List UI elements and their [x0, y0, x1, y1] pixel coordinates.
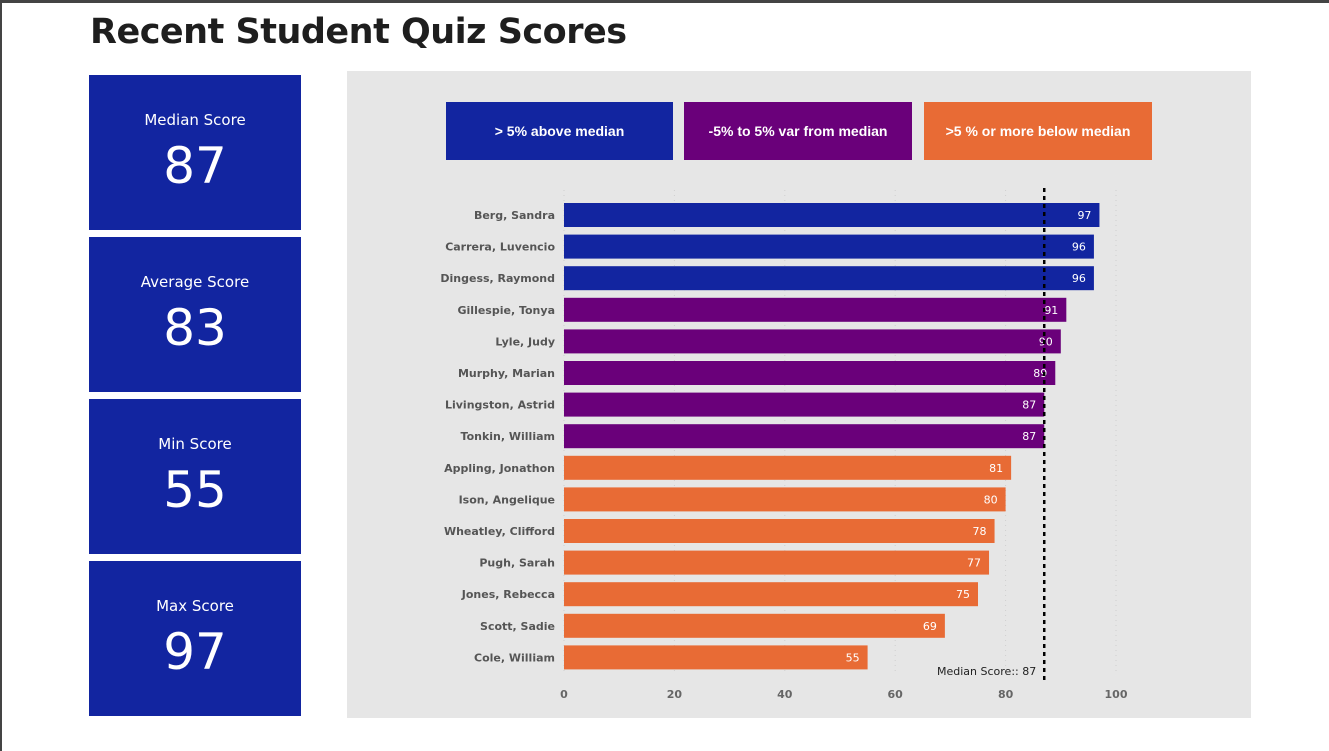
data-label: 77 — [967, 557, 981, 570]
median-line-label: Median Score:: 87 — [937, 665, 1036, 678]
x-tick-label: 20 — [667, 688, 683, 701]
kpi-label: Max Score — [156, 597, 234, 615]
data-label: 75 — [956, 588, 970, 601]
x-tick-label: 100 — [1105, 688, 1128, 701]
bar — [564, 645, 868, 670]
category-label: Gillespie, Tonya — [458, 304, 556, 317]
category-label: Wheatley, Clifford — [444, 525, 555, 538]
data-label: 87 — [1022, 399, 1036, 412]
top-border — [0, 0, 1329, 3]
bar — [564, 329, 1061, 354]
x-tick-label: 40 — [777, 688, 793, 701]
category-label: Carrera, Luvencio — [445, 241, 555, 254]
category-label: Livingston, Astrid — [445, 399, 555, 412]
legend-above-median[interactable]: > 5% above median — [446, 102, 673, 160]
legend-label: >5 % or more below median — [945, 123, 1131, 139]
category-label: Dingess, Raymond — [440, 272, 555, 285]
data-label: 55 — [846, 651, 860, 664]
x-tick-label: 80 — [998, 688, 1014, 701]
legend-label: -5% to 5% var from median — [708, 123, 888, 139]
bar — [564, 234, 1094, 259]
left-border — [0, 0, 2, 751]
category-label: Appling, Jonathon — [444, 462, 555, 475]
bar — [564, 203, 1100, 227]
category-label: Pugh, Sarah — [479, 557, 555, 570]
bar — [564, 487, 1006, 512]
legend-below-median[interactable]: >5 % or more below median — [924, 102, 1152, 160]
bar — [564, 455, 1012, 480]
bar — [564, 392, 1045, 417]
data-label: 90 — [1039, 335, 1053, 348]
category-label: Berg, Sandra — [474, 209, 555, 222]
data-label: 89 — [1033, 367, 1047, 380]
legend-label: > 5% above median — [494, 123, 625, 139]
page-title: Recent Student Quiz Scores — [90, 12, 627, 52]
category-label: Cole, William — [474, 651, 555, 664]
kpi-card-median: Median Score 87 — [89, 75, 301, 230]
data-label: 80 — [984, 493, 998, 506]
bar — [564, 424, 1045, 449]
kpi-value: 83 — [163, 299, 227, 357]
bar — [564, 550, 990, 575]
category-label: Tonkin, William — [461, 430, 555, 443]
bar — [564, 266, 1094, 291]
data-label: 96 — [1072, 272, 1086, 285]
bar — [564, 297, 1067, 322]
bar — [564, 613, 945, 638]
kpi-value: 87 — [163, 137, 227, 195]
data-label: 97 — [1077, 209, 1091, 222]
bar — [564, 582, 978, 607]
data-label: 81 — [989, 462, 1003, 475]
bar — [564, 519, 995, 543]
x-tick-label: 60 — [888, 688, 904, 701]
kpi-label: Min Score — [158, 435, 232, 453]
kpi-value: 55 — [163, 461, 227, 519]
data-label: 87 — [1022, 430, 1036, 443]
data-label: 91 — [1044, 304, 1058, 317]
legend-within-median[interactable]: -5% to 5% var from median — [684, 102, 912, 160]
x-tick-label: 0 — [560, 688, 568, 701]
kpi-label: Median Score — [144, 111, 246, 129]
kpi-value: 97 — [163, 623, 227, 681]
kpi-label: Average Score — [140, 273, 250, 291]
data-label: 78 — [973, 525, 987, 538]
category-label: Ison, Angelique — [459, 493, 555, 506]
kpi-card-min: Min Score 55 — [89, 399, 301, 554]
kpi-card-average: Average Score 83 — [89, 237, 301, 392]
category-label: Lyle, Judy — [495, 335, 555, 348]
category-label: Scott, Sadie — [480, 620, 555, 633]
category-label: Jones, Rebecca — [461, 588, 555, 601]
bar — [564, 361, 1056, 385]
data-label: 69 — [923, 620, 937, 633]
kpi-card-max: Max Score 97 — [89, 561, 301, 716]
category-label: Murphy, Marian — [458, 367, 555, 380]
data-label: 96 — [1072, 241, 1086, 254]
